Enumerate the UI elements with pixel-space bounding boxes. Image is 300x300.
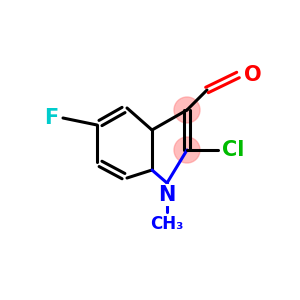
Text: F: F	[44, 108, 58, 128]
Text: CH₃: CH₃	[150, 215, 184, 233]
Text: O: O	[244, 65, 262, 85]
Circle shape	[174, 97, 200, 123]
Circle shape	[174, 137, 200, 163]
Text: Cl: Cl	[222, 140, 244, 160]
Text: N: N	[158, 185, 176, 205]
